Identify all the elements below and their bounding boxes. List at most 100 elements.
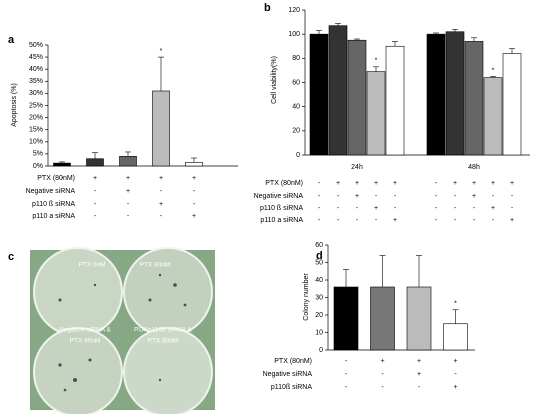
condition-sign: -: [394, 205, 397, 212]
condition-sign: +: [93, 175, 97, 182]
y-tick-label: 50%: [29, 42, 43, 49]
y-tick-label: 40: [292, 104, 300, 111]
condition-sign: +: [491, 205, 495, 212]
bar: [502, 53, 522, 156]
photo-label: PTX 80nM: [148, 338, 179, 345]
bar: [385, 45, 405, 156]
condition-sign: +: [192, 175, 196, 182]
condition-sign: -: [318, 205, 321, 212]
y-tick-label: 0: [296, 152, 300, 159]
condition-sign: +: [159, 175, 163, 182]
bar: [309, 33, 329, 156]
bar: [185, 162, 203, 167]
condition-label: PTX (80nM): [274, 358, 312, 365]
significance-mark: *: [160, 48, 163, 55]
condition-sign: -: [345, 358, 348, 365]
bar: [333, 286, 359, 351]
condition-sign: +: [393, 180, 397, 187]
condition-sign: -: [511, 193, 514, 200]
condition-sign: -: [318, 180, 321, 187]
condition-sign: -: [435, 205, 438, 212]
condition-sign: +: [472, 193, 476, 200]
y-tick-label: 50: [315, 259, 323, 266]
condition-sign: -: [356, 205, 359, 212]
y-tick-label: 20: [292, 128, 300, 135]
condition-sign: +: [393, 217, 397, 224]
photo-label: PTX 80nM: [70, 338, 101, 345]
photo-label: Negative siRNA &: [59, 327, 111, 334]
photo-panel: [30, 247, 215, 414]
condition-sign: -: [61, 213, 64, 220]
y-tick-label: 35%: [29, 78, 43, 85]
photo-label: PI3Kp110ß siRNA &: [134, 327, 193, 334]
condition-sign: -: [127, 201, 130, 208]
condition-sign: -: [94, 188, 97, 195]
y-axis-label: Colony number: [303, 273, 310, 321]
condition-sign: +: [491, 180, 495, 187]
panel-label: c: [8, 251, 14, 263]
bar: [366, 71, 386, 156]
condition-sign: -: [337, 205, 340, 212]
condition-sign: -: [160, 213, 163, 220]
condition-label: p110 a siRNA: [32, 213, 75, 220]
colonies: [58, 273, 187, 392]
bar: [406, 286, 432, 351]
condition-sign: +: [453, 180, 457, 187]
condition-sign: -: [127, 213, 130, 220]
condition-sign: -: [61, 188, 64, 195]
y-tick-label: 25%: [29, 102, 43, 109]
significance-mark: *: [454, 301, 457, 308]
condition-label: PTX (80nM): [37, 175, 75, 182]
condition-sign: -: [337, 217, 340, 224]
panel-label: b: [264, 2, 271, 14]
photo-label: PTX 0nM: [78, 262, 105, 269]
y-tick-label: 10%: [29, 139, 43, 146]
condition-sign: -: [394, 193, 397, 200]
condition-sign: -: [454, 217, 457, 224]
condition-sign: -: [473, 217, 476, 224]
significance-mark: *: [492, 67, 495, 74]
y-tick-label: 60: [315, 242, 323, 249]
condition-sign: -: [375, 193, 378, 200]
bar: [86, 158, 104, 167]
y-tick-label: 40%: [29, 66, 43, 73]
condition-label: p110ß siRNA: [271, 384, 312, 391]
bar: [328, 25, 348, 156]
condition-sign: +: [159, 201, 163, 208]
bar: [152, 90, 170, 167]
condition-sign: -: [435, 217, 438, 224]
y-tick-label: 0%: [33, 163, 43, 170]
condition-sign: -: [193, 201, 196, 208]
condition-label: Negative siRNA: [263, 371, 313, 378]
bar: [119, 156, 137, 167]
condition-sign: -: [381, 371, 384, 378]
y-tick-label: 20: [315, 312, 323, 319]
condition-sign: +: [417, 358, 421, 365]
condition-label: p110 ß siRNA: [32, 201, 75, 208]
y-tick-label: 30: [315, 294, 323, 301]
condition-label: p110 a siRNA: [260, 217, 303, 224]
condition-sign: -: [418, 384, 421, 391]
y-tick-label: 10: [315, 329, 323, 336]
y-axis-label: Cell viability(%): [271, 56, 278, 104]
panel-label: a: [8, 34, 15, 46]
y-tick-label: 60: [292, 79, 300, 86]
bar: [443, 323, 468, 351]
condition-sign: -: [61, 175, 64, 182]
condition-sign: +: [380, 358, 384, 365]
condition-sign: -: [454, 193, 457, 200]
photo-label: PTX 80nM: [140, 262, 171, 269]
condition-sign: -: [345, 371, 348, 378]
condition-sign: -: [337, 193, 340, 200]
bar: [370, 286, 395, 351]
condition-sign: -: [318, 193, 321, 200]
condition-sign: -: [61, 201, 64, 208]
condition-sign: -: [492, 217, 495, 224]
condition-sign: -: [94, 213, 97, 220]
condition-label: p110 ß siRNA: [260, 205, 303, 212]
y-tick-label: 5%: [33, 151, 43, 158]
x-tick-label: 48h: [468, 164, 480, 171]
condition-sign: -: [160, 188, 163, 195]
condition-sign: +: [472, 180, 476, 187]
